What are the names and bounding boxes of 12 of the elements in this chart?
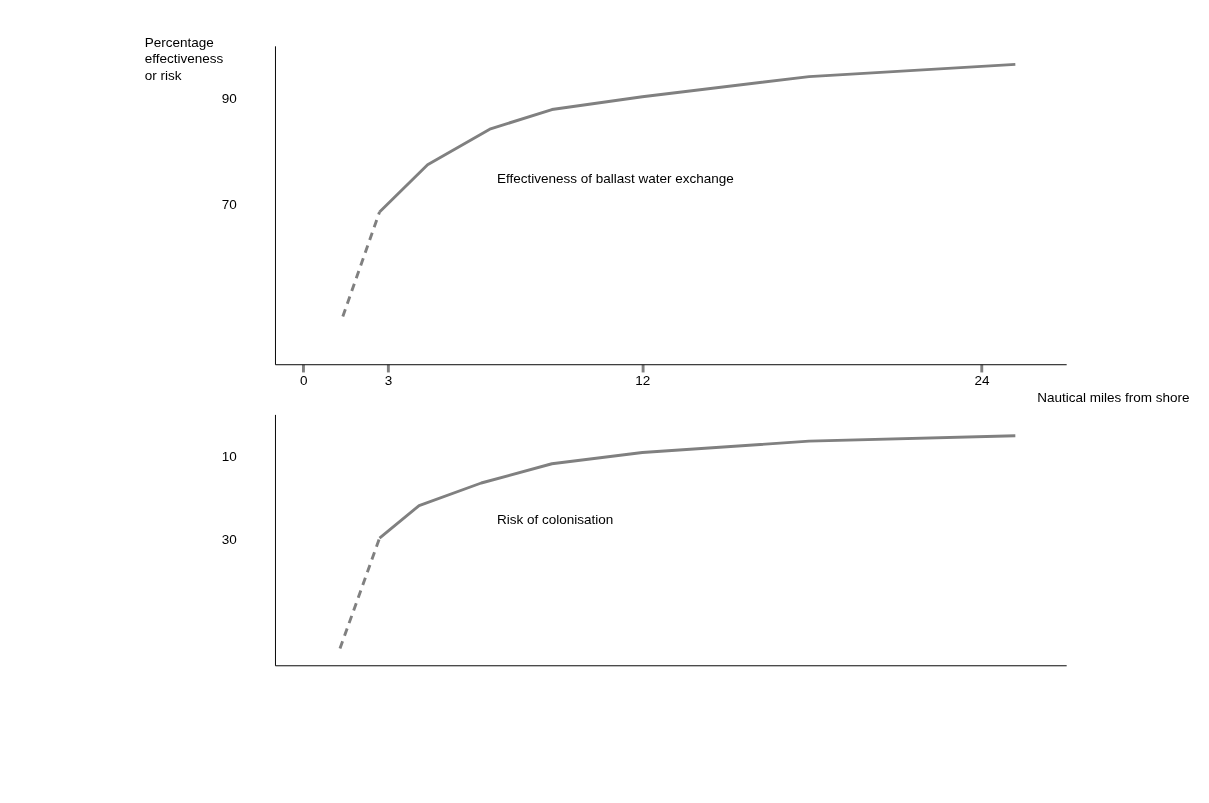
annotation: Effectiveness of ballast water exchange bbox=[496, 171, 734, 187]
y-axis-title: Percentage effectiveness or risk bbox=[144, 34, 224, 83]
x-tick-label: 12 bbox=[635, 372, 651, 388]
y-tick-label: 90 bbox=[221, 91, 237, 107]
y-tick-label: 30 bbox=[221, 532, 237, 548]
x-axis-title: Nautical miles from shore bbox=[1037, 389, 1190, 405]
x-tick-label: 3 bbox=[384, 372, 393, 388]
y-tick-label: 70 bbox=[221, 197, 237, 213]
y-tick-label: 10 bbox=[221, 448, 237, 464]
annotation: Risk of colonisation bbox=[496, 511, 614, 527]
x-tick-label: 24 bbox=[974, 372, 990, 388]
x-tick-label: 0 bbox=[299, 372, 308, 388]
